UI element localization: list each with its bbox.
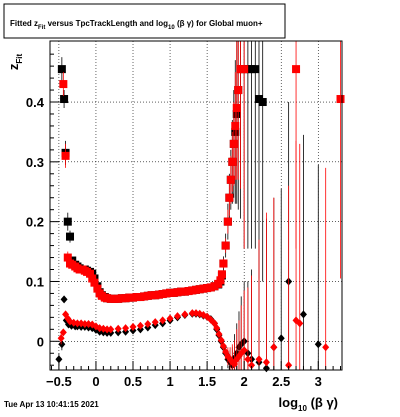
data-point — [59, 328, 67, 337]
timestamp: Tue Apr 13 10:41:15 2021 — [4, 400, 99, 409]
data-point — [215, 330, 223, 339]
plot-border — [49, 40, 343, 371]
data-point — [57, 334, 65, 343]
data-point — [60, 295, 68, 304]
series-1 — [59, 41, 345, 303]
data-point — [63, 253, 72, 262]
data-point — [55, 355, 63, 364]
data-series — [55, 41, 345, 373]
data-point — [60, 95, 69, 104]
data-point — [219, 342, 227, 351]
y-tick-label: 0 — [37, 334, 44, 349]
chart-title-box: Fitted zFit versus TpcTrackLength and lo… — [3, 3, 286, 39]
data-point — [188, 309, 196, 318]
data-point — [255, 355, 263, 364]
data-point — [226, 175, 235, 184]
x-tick-label: 1 — [166, 374, 173, 389]
plot-frame — [49, 40, 343, 371]
data-point — [86, 269, 95, 278]
data-point — [159, 316, 167, 325]
y-tick-label: 0.2 — [26, 215, 44, 230]
data-point — [216, 276, 225, 285]
series-3 — [57, 140, 330, 370]
svg-text:zFit: zFit — [6, 54, 24, 71]
data-point — [232, 103, 241, 112]
data-point — [144, 319, 152, 328]
data-point — [231, 121, 240, 130]
data-point — [322, 343, 330, 352]
chart-title: Fitted zFit versus TpcTrackLength and lo… — [10, 19, 263, 31]
data-point — [336, 95, 345, 104]
data-point — [251, 65, 260, 74]
data-point — [166, 314, 174, 323]
data-point — [258, 98, 267, 107]
data-point — [173, 312, 181, 321]
x-tick-label: 2 — [241, 374, 248, 389]
data-point — [107, 325, 115, 334]
data-point — [213, 324, 221, 333]
data-point — [262, 358, 270, 367]
data-point — [73, 319, 81, 328]
data-point — [151, 318, 159, 327]
data-point — [228, 157, 237, 166]
x-tick-label: −0.5 — [46, 374, 72, 389]
data-point — [292, 65, 301, 74]
svg-text:log10 (β γ): log10 (β γ) — [279, 395, 338, 412]
data-point — [66, 232, 75, 241]
data-point — [81, 319, 89, 328]
data-point — [229, 139, 238, 148]
data-point — [244, 355, 252, 364]
data-point — [225, 193, 234, 202]
data-point — [57, 65, 66, 74]
data-point — [234, 86, 243, 95]
data-point — [296, 319, 304, 328]
data-point — [240, 346, 248, 355]
data-point — [248, 361, 256, 370]
data-point — [103, 325, 111, 334]
x-tick-label: 0.5 — [124, 374, 142, 389]
data-point — [217, 336, 225, 345]
x-tick-label: 0 — [92, 374, 99, 389]
data-point — [240, 65, 249, 74]
data-point — [93, 284, 102, 293]
y-tick-label: 0.3 — [26, 155, 44, 170]
x-tick-label: 1.5 — [198, 374, 216, 389]
data-point — [88, 274, 97, 283]
data-point — [314, 340, 322, 349]
data-point — [63, 217, 72, 226]
data-point — [136, 321, 144, 330]
y-axis-ticks: 0 0.1 0.2 0.3 0.4 — [26, 53, 59, 366]
data-point — [277, 334, 285, 343]
series-2 — [55, 102, 322, 373]
data-point — [270, 343, 278, 352]
data-point — [223, 217, 232, 226]
data-point — [181, 310, 189, 319]
data-point — [285, 361, 293, 370]
data-point — [61, 151, 70, 160]
x-axis-ticks: −0.5 0 0.5 1 1.5 2 2.5 3 — [46, 361, 342, 389]
y-tick-label: 0.1 — [26, 274, 44, 289]
data-point — [299, 310, 307, 319]
x-axis-label: log10 (β γ) — [279, 395, 338, 413]
data-point — [122, 324, 130, 333]
y-tick-label: 0.4 — [26, 95, 45, 110]
data-point — [129, 322, 137, 331]
data-point — [58, 340, 66, 349]
data-point — [219, 259, 228, 268]
data-point — [114, 324, 122, 333]
data-point — [90, 278, 99, 287]
y-axis-label: zFit — [6, 54, 24, 71]
data-point — [221, 241, 230, 250]
x-tick-label: 2.5 — [272, 374, 290, 389]
data-point — [59, 80, 68, 89]
data-point — [217, 270, 226, 279]
x-tick-label: 3 — [315, 374, 322, 389]
